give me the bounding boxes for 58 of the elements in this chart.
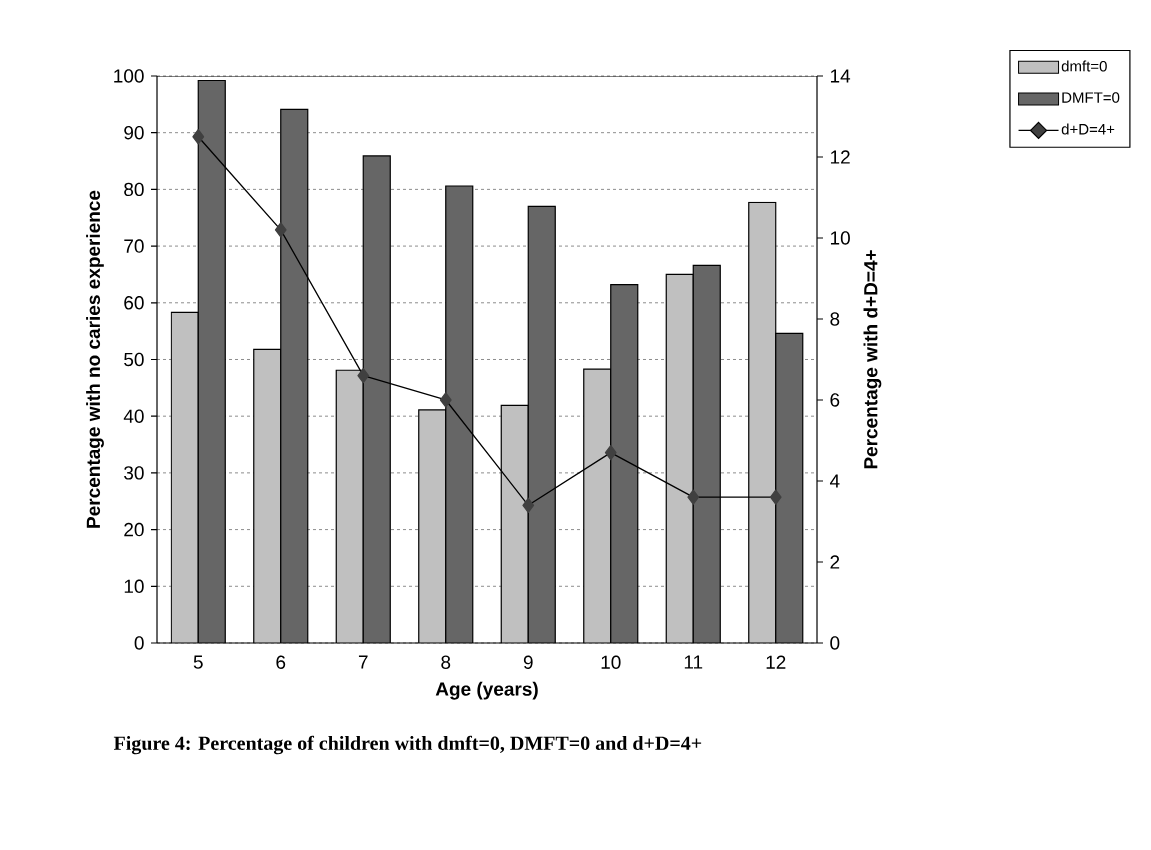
y-tick-label: 10 [124,579,144,594]
x-tick-label: 10 [601,655,621,669]
y-tick-label: 100 [114,69,144,83]
y2-tick-label: 8 [830,312,840,326]
legend-label: d+D=4+ [1061,123,1115,135]
bar [693,265,721,643]
legend-label: dmft=0 [1061,60,1107,72]
y-tick-label: 30 [124,466,144,480]
bar [528,206,556,643]
y-tick-label: 20 [124,522,144,537]
x-axis-title: Age (years) [435,681,538,700]
y-tick-label: 50 [124,352,144,367]
point [522,497,535,513]
point [439,392,452,408]
bar [445,185,473,643]
bar [666,274,694,643]
y2-tick-label: 12 [830,150,850,164]
bar [363,155,391,643]
y2-tick-label: 6 [830,393,840,407]
y2-tick-label: 2 [830,555,840,569]
bar [336,370,364,643]
y2-tick-label: 10 [830,231,850,245]
y-tick-label: 40 [123,409,144,423]
point [357,368,370,384]
x-tick-label: 8 [441,655,451,669]
bar [171,312,199,643]
bar [253,349,281,643]
y-tick-label: 80 [124,182,144,197]
bar [198,80,226,643]
x-tick-label: 6 [276,655,286,669]
y-tick-label: 0 [134,636,144,650]
y-tick-label: 60 [124,296,144,310]
x-tick-label: 9 [523,655,533,669]
y2-tick-label: 14 [830,69,851,83]
x-tick-label: 12 [766,655,786,669]
bar [610,284,638,643]
x-tick-label: 5 [193,655,203,669]
point [274,222,287,238]
bar [501,405,529,643]
bar [418,409,446,643]
y-tick-label: 90 [124,125,144,140]
bar [280,109,308,643]
bar [775,332,804,643]
point [604,444,617,461]
point [769,489,782,505]
text: Figure 4: Percentage of children with dmft=0, DMFT=0 and d+D=4+ [113,735,702,755]
y-axis-title: Percentage with no caries experience [86,190,104,528]
x-tick-label: 11 [684,655,703,669]
y2-tick-label: 0 [830,636,840,650]
legend-label: DMFT=0 [1062,92,1120,103]
y-tick-label: 70 [124,239,144,253]
y2-axis-title: Percentage with d+D=4+ [863,250,882,469]
x-tick-label: 7 [358,655,368,669]
point [192,129,205,145]
point [687,489,700,505]
bar [748,201,777,643]
bar [583,369,611,643]
y2-tick-label: 4 [829,474,840,488]
